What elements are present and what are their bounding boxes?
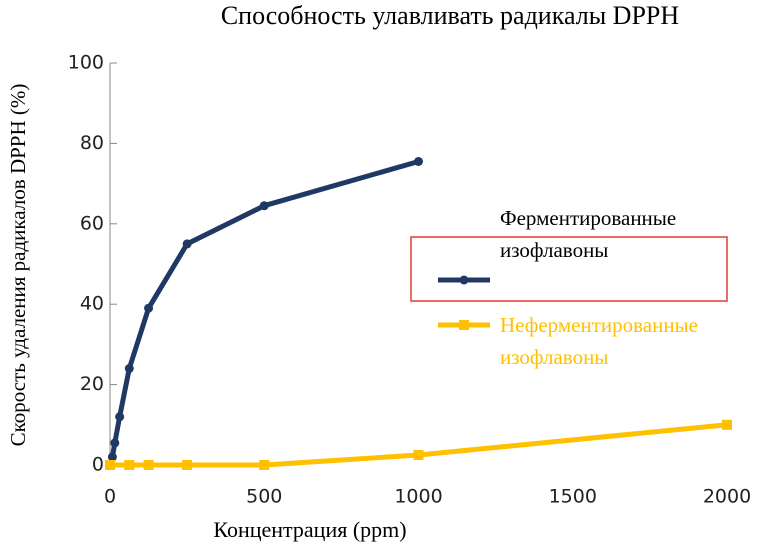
y-tick-label: 60 xyxy=(80,212,104,234)
point xyxy=(105,460,115,470)
y-tick-label: 80 xyxy=(80,132,104,154)
y-tick-label: 20 xyxy=(80,373,104,395)
x-tick-label: 1500 xyxy=(549,486,597,508)
point xyxy=(259,201,269,211)
point xyxy=(143,460,154,470)
point xyxy=(259,460,270,470)
legend-label: Ферментированные изофлавоны xyxy=(500,206,677,262)
legend-label: Неферментированные изофлавоны xyxy=(500,313,698,369)
point xyxy=(144,303,154,313)
point xyxy=(182,239,192,249)
point xyxy=(107,452,117,462)
point xyxy=(124,460,135,470)
x-tick-label: 2000 xyxy=(703,486,751,508)
y-axis-label: Скорость удаления радикалов DPPH (%) xyxy=(6,84,30,447)
y-tick-label: 100 xyxy=(68,52,104,74)
y-tick-label: 40 xyxy=(80,293,104,315)
point xyxy=(115,412,125,422)
point xyxy=(124,364,134,374)
x-tick-label: 500 xyxy=(246,486,282,508)
point xyxy=(110,438,120,448)
point xyxy=(414,156,423,166)
point xyxy=(413,449,424,460)
highlight-box xyxy=(410,236,728,302)
x-axis-label: Концентрация (ppm) xyxy=(213,517,406,542)
x-tick-label: 1000 xyxy=(394,486,442,508)
point xyxy=(722,419,732,430)
y-tick-label: 0 xyxy=(92,454,104,476)
point xyxy=(182,460,193,470)
x-tick-label: 0 xyxy=(104,486,116,508)
legend-swatch-marker xyxy=(459,320,469,330)
legend-swatch-marker xyxy=(459,275,469,285)
chart-title: Способность улавливать радикалы DPPH xyxy=(221,1,680,30)
